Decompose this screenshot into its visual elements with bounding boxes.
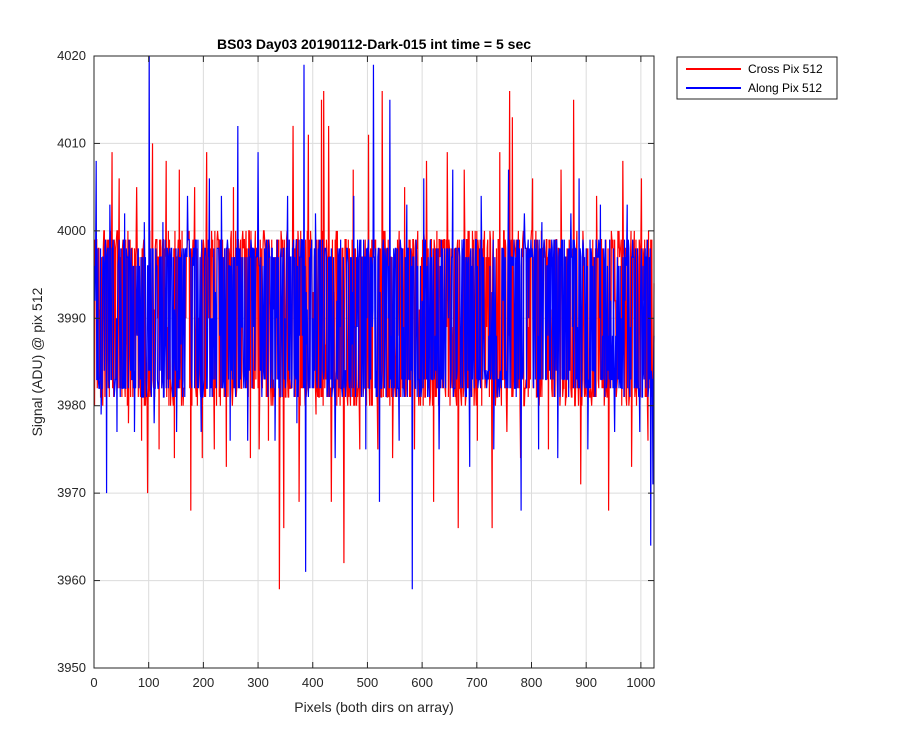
x-tick-label: 700 [466, 675, 488, 690]
axes-box [93, 55, 655, 669]
x-tick-label: 400 [302, 675, 324, 690]
y-tick-label: 3970 [57, 485, 86, 500]
chart-title: BS03 Day03 20190112-Dark-015 int time = … [217, 36, 531, 52]
x-tick-label: 300 [247, 675, 269, 690]
series-line-along-pix [93, 55, 655, 590]
y-tick-label: 4000 [57, 223, 86, 238]
y-tick-label: 3960 [57, 573, 86, 588]
axis-ticks: 0 100 200 300 400 500 600 700 800 900 1000 3950 3960… [57, 48, 655, 690]
x-tick-label: 100 [138, 675, 160, 690]
y-tick-label: 3980 [57, 398, 86, 413]
legend-box [676, 56, 838, 100]
x-tick-label: 900 [575, 675, 597, 690]
legend-label-cross: Cross Pix 512 [748, 62, 823, 76]
x-tick-label: 1000 [626, 675, 655, 690]
y-tick-label: 3990 [57, 310, 86, 325]
y-tick-label: 3950 [57, 660, 86, 675]
x-tick-label: 0 [90, 675, 97, 690]
y-tick-label: 4020 [57, 48, 86, 63]
x-tick-label: 800 [521, 675, 543, 690]
x-tick-label: 200 [193, 675, 215, 690]
x-axis-title: Pixels (both dirs on array) [294, 699, 454, 715]
y-axis-title: Signal (ADU) @ pix 512 [29, 287, 45, 436]
legend: Cross Pix 512 Along Pix 512 [676, 56, 838, 100]
series-layer [93, 55, 655, 590]
x-tick-label: 500 [357, 675, 379, 690]
x-tick-label: 600 [411, 675, 433, 690]
y-tick-label: 4010 [57, 135, 86, 150]
legend-label-along: Along Pix 512 [748, 81, 822, 95]
